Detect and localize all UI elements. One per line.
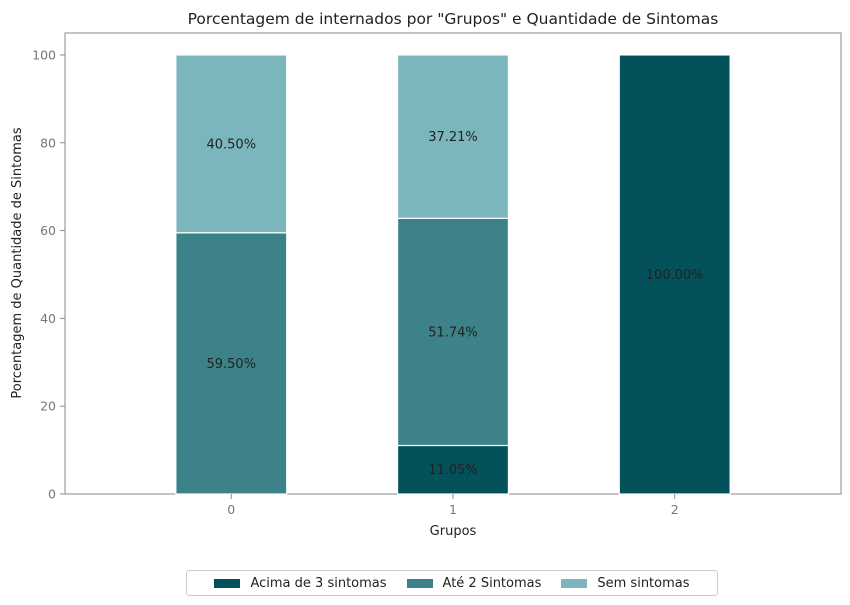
bar-data-label: 100.00% xyxy=(646,268,704,283)
y-tick-label: 100 xyxy=(32,47,56,62)
bars-group: 59.50% 40.50% 11.05% 51.74% 37.21% 100.00% xyxy=(175,54,731,495)
legend-item-acima-3: Acima de 3 sintomas xyxy=(214,575,387,591)
legend-label: Sem sintomas xyxy=(597,575,690,591)
legend-label: Até 2 Sintomas xyxy=(442,575,542,591)
legend-item-sem-sintomas: Sem sintomas xyxy=(561,575,690,591)
legend-swatch xyxy=(214,578,241,588)
bar-data-label: 11.05% xyxy=(428,463,478,478)
bar-segment xyxy=(175,54,288,234)
legend-swatch xyxy=(406,578,433,588)
bar-segment xyxy=(618,54,731,495)
y-axis-label: Porcentagem de Quantidade de Sintomas xyxy=(10,127,25,398)
x-axis-label: Grupos xyxy=(430,524,477,539)
y-axis: 0 20 40 60 80 100 xyxy=(32,47,65,502)
bar-segment xyxy=(396,54,510,219)
bar-data-label: 40.50% xyxy=(206,137,256,152)
legend-swatch xyxy=(561,578,588,588)
y-tick-label: 80 xyxy=(40,135,56,150)
legend: Acima de 3 sintomas Até 2 Sintomas Sem s… xyxy=(186,570,718,596)
y-tick-label: 0 xyxy=(48,487,56,502)
chart-title: Porcentagem de internados por "Grupos" e… xyxy=(188,10,719,28)
x-tick-label: 1 xyxy=(449,502,457,517)
x-tick-label: 0 xyxy=(227,502,235,517)
x-axis: 0 1 2 xyxy=(227,494,679,517)
x-tick-label: 2 xyxy=(671,502,679,517)
y-tick-label: 40 xyxy=(40,311,56,326)
y-tick-label: 60 xyxy=(40,223,56,238)
legend-item-ate-2: Até 2 Sintomas xyxy=(406,575,542,591)
bar-data-label: 59.50% xyxy=(206,357,256,372)
legend-label: Acima de 3 sintomas xyxy=(250,575,387,591)
y-tick-label: 20 xyxy=(40,399,56,414)
bar-data-label: 51.74% xyxy=(428,325,478,340)
bar-data-label: 37.21% xyxy=(428,130,478,145)
bar-segment xyxy=(396,217,510,447)
